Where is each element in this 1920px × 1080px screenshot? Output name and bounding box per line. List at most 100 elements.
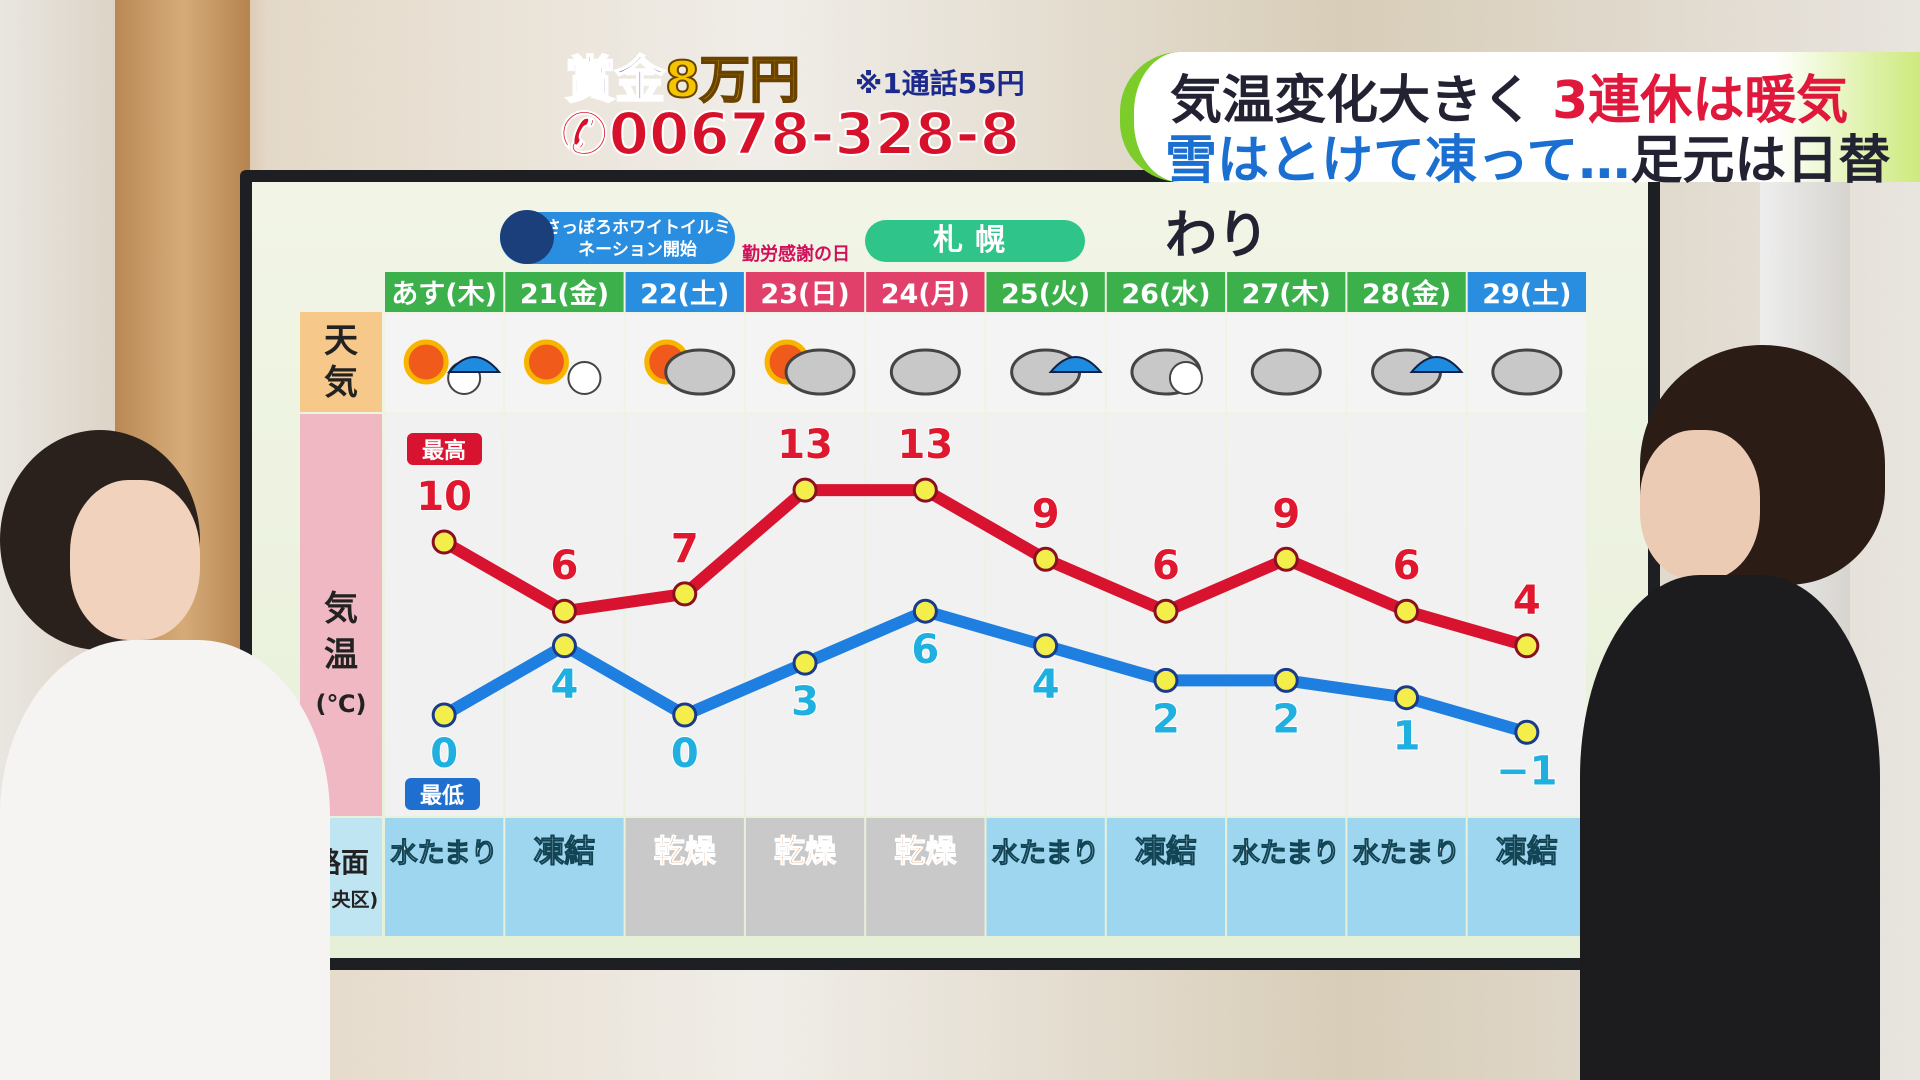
day-header-bg — [866, 272, 985, 312]
road-cell — [505, 818, 624, 936]
location-badge: 札幌 — [865, 220, 1085, 262]
umbrella-icon — [1048, 356, 1103, 373]
temp-cell — [986, 414, 1105, 816]
day-header: 28(金) — [1362, 278, 1451, 310]
data-point-low — [672, 702, 698, 728]
headline-2a: 雪はとけて凍って… — [1165, 131, 1631, 191]
sun-icon — [403, 339, 449, 385]
data-label-high: 9 — [1032, 491, 1060, 537]
day-header-bg — [745, 272, 865, 312]
data-label-high: 7 — [671, 526, 699, 572]
data-label-high: 13 — [898, 422, 954, 468]
data-point-high — [1033, 546, 1059, 572]
road-condition: 凍結 — [1496, 834, 1558, 870]
road-condition: 水たまり — [1353, 838, 1460, 869]
road-condition: 凍結 — [533, 834, 595, 870]
data-label-high: 10 — [416, 474, 472, 520]
data-point-low — [1394, 685, 1420, 711]
data-label-low: 6 — [911, 627, 939, 673]
high-label: 最高 — [422, 438, 466, 464]
event-label: さっぽろホワイトイルミネーション開始 — [544, 218, 731, 260]
temp-row-label-2: 温 — [324, 635, 358, 675]
data-point-low — [1033, 633, 1059, 659]
series-line-low — [441, 605, 1529, 739]
data-label-high: 6 — [1393, 543, 1421, 589]
road-condition: 凍結 — [1135, 834, 1197, 870]
day-header-bg — [986, 272, 1105, 312]
cloud-icon — [784, 348, 856, 396]
data-point-high — [1273, 546, 1299, 572]
day-header: 21(金) — [520, 278, 609, 310]
road-cell — [1467, 818, 1586, 936]
temp-cell — [385, 414, 504, 816]
headline-line2: 雪はとけて凍って…足元は日替わり — [1165, 118, 1920, 268]
data-point-high — [551, 598, 577, 624]
data-label-low: −1 — [1496, 748, 1557, 794]
road-cell — [1227, 818, 1346, 936]
data-point-high — [431, 529, 457, 555]
road-condition: 水たまり — [992, 838, 1099, 869]
headline-banner — [1120, 52, 1920, 182]
data-point-low — [551, 633, 577, 659]
weather-row-label-1: 天 — [324, 321, 358, 361]
presenter-left-face — [70, 480, 200, 640]
data-label-low: 1 — [1393, 714, 1421, 760]
day-header: 24(月) — [881, 279, 970, 310]
data-point-high — [1514, 633, 1540, 659]
data-label-low: 3 — [791, 679, 819, 725]
headline-line1: 気温変化大きく 3連休は暖気 — [1170, 58, 1848, 133]
holiday-label: 勤労感謝の日 — [742, 244, 850, 265]
data-point-low — [431, 702, 457, 728]
data-label-high: 13 — [777, 422, 833, 468]
snowman-icon — [1168, 361, 1203, 395]
cloud-icon — [664, 348, 736, 396]
data-label-high: 6 — [1152, 543, 1180, 589]
weather-row-label-bg — [300, 312, 382, 412]
phone-number: ✆00678-328-8 — [559, 99, 1021, 169]
presenter-right-body — [1580, 575, 1880, 1080]
data-label-low: 4 — [1032, 662, 1060, 708]
road-cell — [986, 818, 1105, 936]
day-header-bg — [1227, 272, 1346, 312]
data-label-low: 0 — [671, 731, 699, 777]
day-header: 27(木) — [1242, 279, 1331, 310]
day-header: 22(土) — [640, 279, 729, 310]
data-label-low: 4 — [551, 662, 579, 708]
tree-icon — [500, 210, 554, 264]
data-label-low: 2 — [1152, 696, 1180, 742]
road-cell — [1347, 818, 1466, 936]
data-point-low — [1273, 667, 1299, 693]
temp-row-label-1: 気 — [324, 589, 358, 629]
presenter-right-face — [1640, 430, 1760, 580]
day-header-bg — [1347, 272, 1466, 312]
road-cell — [385, 818, 504, 936]
data-label-low: 2 — [1272, 696, 1300, 742]
phone-text: 00678-328-8 — [608, 99, 1021, 169]
prize-text: 賞金8万円 — [564, 40, 801, 112]
road-cell — [625, 818, 744, 936]
data-point-high — [792, 477, 818, 503]
day-header: 23(日) — [760, 279, 849, 310]
snowman-icon — [567, 361, 602, 395]
data-point-low — [912, 598, 938, 624]
day-header: あす(木) — [391, 279, 497, 310]
temp-cell — [1467, 414, 1586, 816]
data-point-high — [1153, 598, 1179, 624]
call-fee: ※1通話55円 — [855, 67, 1025, 100]
day-header-bg — [385, 272, 504, 312]
headline-2b: 足元は日替わり — [1165, 131, 1891, 266]
data-point-low — [1153, 667, 1179, 693]
day-header-bg — [505, 272, 624, 312]
road-condition: 乾燥 — [774, 834, 837, 870]
sun-icon — [523, 339, 569, 385]
data-label-high: 9 — [1272, 491, 1300, 537]
cloud-icon — [1250, 348, 1322, 396]
day-header-bg — [625, 272, 744, 312]
low-badge — [405, 778, 480, 810]
umbrella-icon — [1409, 356, 1464, 373]
road-cell — [745, 818, 865, 936]
low-label: 最低 — [420, 784, 464, 809]
road-cell — [1106, 818, 1226, 936]
day-header-bg — [1106, 272, 1226, 312]
